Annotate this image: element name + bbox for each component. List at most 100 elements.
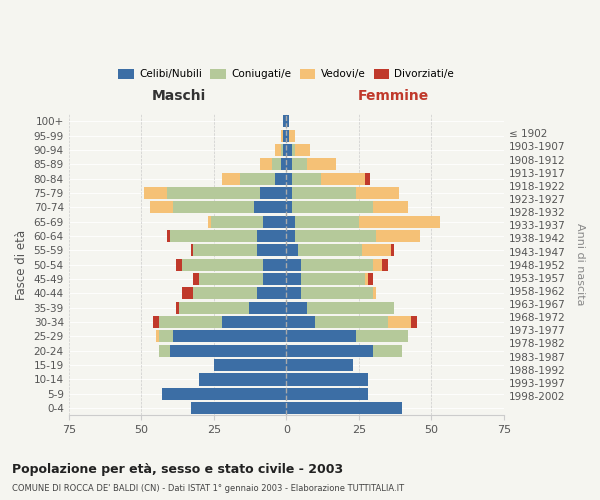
Bar bbox=[260, 187, 286, 199]
Legend: Celibi/Nubili, Coniugati/e, Vedovi/e, Divorziati/e: Celibi/Nubili, Coniugati/e, Vedovi/e, Di… bbox=[114, 65, 458, 84]
Text: Popolazione per età, sesso e stato civile - 2003: Popolazione per età, sesso e stato civil… bbox=[12, 462, 343, 475]
Bar bbox=[281, 144, 283, 156]
Y-axis label: Anni di nascita: Anni di nascita bbox=[575, 224, 585, 306]
Bar bbox=[286, 388, 368, 400]
Bar bbox=[199, 374, 286, 386]
Bar bbox=[153, 316, 158, 328]
Bar bbox=[173, 330, 286, 342]
Bar bbox=[193, 288, 257, 300]
Bar bbox=[286, 374, 368, 386]
Bar bbox=[365, 273, 368, 285]
Bar bbox=[211, 216, 263, 228]
Bar bbox=[150, 201, 173, 213]
Bar bbox=[286, 344, 373, 357]
Bar bbox=[272, 158, 281, 170]
Bar bbox=[292, 187, 356, 199]
Bar bbox=[301, 288, 373, 300]
Bar bbox=[223, 316, 286, 328]
Bar bbox=[388, 316, 411, 328]
Bar bbox=[321, 172, 365, 184]
Bar bbox=[283, 144, 286, 156]
Bar bbox=[158, 316, 223, 328]
Bar bbox=[257, 244, 286, 256]
Bar bbox=[286, 359, 353, 371]
Bar bbox=[286, 172, 292, 184]
Bar bbox=[411, 316, 417, 328]
Bar bbox=[295, 144, 310, 156]
Bar bbox=[373, 288, 376, 300]
Bar bbox=[170, 344, 286, 357]
Bar bbox=[286, 244, 298, 256]
Bar bbox=[391, 244, 394, 256]
Bar bbox=[356, 330, 408, 342]
Bar bbox=[373, 258, 382, 271]
Bar bbox=[223, 172, 240, 184]
Bar bbox=[179, 302, 248, 314]
Bar bbox=[307, 302, 394, 314]
Bar bbox=[167, 230, 170, 242]
Bar bbox=[286, 316, 316, 328]
Bar bbox=[176, 258, 182, 271]
Bar bbox=[208, 216, 211, 228]
Bar bbox=[382, 258, 388, 271]
Bar bbox=[260, 158, 272, 170]
Bar bbox=[158, 344, 170, 357]
Bar bbox=[286, 288, 301, 300]
Bar bbox=[144, 187, 167, 199]
Bar bbox=[257, 288, 286, 300]
Bar bbox=[263, 216, 286, 228]
Bar bbox=[254, 201, 286, 213]
Bar bbox=[248, 302, 286, 314]
Bar bbox=[191, 402, 286, 414]
Bar bbox=[286, 258, 301, 271]
Bar bbox=[257, 230, 286, 242]
Bar bbox=[286, 273, 301, 285]
Bar bbox=[292, 144, 295, 156]
Bar bbox=[158, 330, 173, 342]
Bar bbox=[356, 187, 400, 199]
Bar bbox=[301, 258, 373, 271]
Bar bbox=[167, 187, 260, 199]
Bar bbox=[281, 158, 286, 170]
Bar bbox=[316, 316, 388, 328]
Text: Femmine: Femmine bbox=[358, 88, 429, 102]
Bar bbox=[275, 144, 281, 156]
Bar bbox=[359, 216, 440, 228]
Bar bbox=[182, 258, 263, 271]
Bar bbox=[281, 130, 283, 141]
Bar bbox=[275, 172, 286, 184]
Bar bbox=[263, 273, 286, 285]
Bar bbox=[173, 201, 254, 213]
Bar bbox=[286, 115, 289, 128]
Bar bbox=[193, 273, 199, 285]
Bar bbox=[295, 216, 359, 228]
Bar bbox=[307, 158, 335, 170]
Bar bbox=[292, 172, 321, 184]
Bar bbox=[193, 244, 257, 256]
Bar bbox=[286, 216, 295, 228]
Bar bbox=[263, 258, 286, 271]
Bar bbox=[240, 172, 275, 184]
Bar bbox=[365, 172, 370, 184]
Bar bbox=[161, 388, 286, 400]
Bar bbox=[368, 273, 373, 285]
Bar bbox=[170, 230, 257, 242]
Bar bbox=[286, 201, 292, 213]
Bar bbox=[176, 302, 179, 314]
Bar bbox=[298, 244, 362, 256]
Bar bbox=[191, 244, 193, 256]
Bar bbox=[373, 201, 408, 213]
Bar bbox=[376, 230, 420, 242]
Bar bbox=[286, 330, 356, 342]
Bar bbox=[199, 273, 263, 285]
Bar bbox=[295, 230, 376, 242]
Bar bbox=[156, 330, 158, 342]
Bar bbox=[286, 144, 292, 156]
Bar bbox=[289, 130, 295, 141]
Text: COMUNE DI ROCCA DE' BALDI (CN) - Dati ISTAT 1° gennaio 2003 - Elaborazione TUTTI: COMUNE DI ROCCA DE' BALDI (CN) - Dati IS… bbox=[12, 484, 404, 493]
Bar bbox=[362, 244, 391, 256]
Bar bbox=[286, 302, 307, 314]
Text: Maschi: Maschi bbox=[152, 88, 206, 102]
Bar bbox=[292, 158, 307, 170]
Bar bbox=[373, 344, 403, 357]
